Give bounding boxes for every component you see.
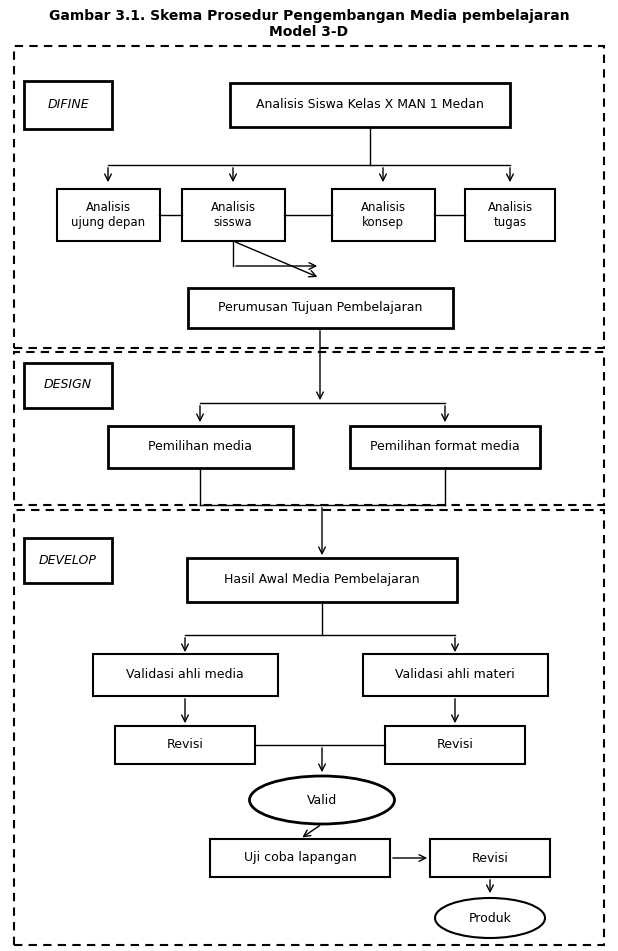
Text: Analisis Siswa Kelas X MAN 1 Medan: Analisis Siswa Kelas X MAN 1 Medan xyxy=(256,99,484,111)
Text: Pemilihan format media: Pemilihan format media xyxy=(370,440,520,454)
Text: Revisi: Revisi xyxy=(436,739,473,751)
FancyBboxPatch shape xyxy=(108,426,292,468)
FancyBboxPatch shape xyxy=(465,189,555,241)
Text: Pemilihan media: Pemilihan media xyxy=(148,440,252,454)
FancyBboxPatch shape xyxy=(363,654,548,696)
FancyBboxPatch shape xyxy=(187,288,452,328)
FancyBboxPatch shape xyxy=(331,189,434,241)
Text: DESIGN: DESIGN xyxy=(44,378,92,392)
Text: Analisis
ujung depan: Analisis ujung depan xyxy=(71,201,145,229)
Bar xyxy=(14,46,604,348)
Bar xyxy=(14,510,604,945)
Text: Valid: Valid xyxy=(307,793,337,806)
FancyBboxPatch shape xyxy=(350,426,540,468)
FancyBboxPatch shape xyxy=(210,839,390,877)
FancyBboxPatch shape xyxy=(385,726,525,764)
Bar xyxy=(14,352,604,505)
FancyBboxPatch shape xyxy=(24,362,112,407)
FancyBboxPatch shape xyxy=(430,839,550,877)
FancyBboxPatch shape xyxy=(56,189,159,241)
Text: Validasi ahli media: Validasi ahli media xyxy=(126,669,244,682)
Text: Produk: Produk xyxy=(468,911,512,924)
Text: Revisi: Revisi xyxy=(472,851,509,864)
Text: Analisis
tugas: Analisis tugas xyxy=(488,201,533,229)
FancyBboxPatch shape xyxy=(187,558,457,602)
FancyBboxPatch shape xyxy=(115,726,255,764)
Ellipse shape xyxy=(435,898,545,938)
Text: Uji coba lapangan: Uji coba lapangan xyxy=(243,851,357,864)
Text: Perumusan Tujuan Pembelajaran: Perumusan Tujuan Pembelajaran xyxy=(218,301,422,315)
FancyBboxPatch shape xyxy=(24,81,112,129)
Text: Gambar 3.1. Skema Prosedur Pengembangan Media pembelajaran: Gambar 3.1. Skema Prosedur Pengembangan … xyxy=(49,9,569,23)
FancyBboxPatch shape xyxy=(93,654,277,696)
Text: DIFINE: DIFINE xyxy=(47,99,89,111)
Text: Revisi: Revisi xyxy=(167,739,203,751)
FancyBboxPatch shape xyxy=(182,189,284,241)
Text: Hasil Awal Media Pembelajaran: Hasil Awal Media Pembelajaran xyxy=(224,573,420,587)
Text: Validasi ahli materi: Validasi ahli materi xyxy=(395,669,515,682)
Text: Model 3-D: Model 3-D xyxy=(269,25,349,39)
Text: DEVELOP: DEVELOP xyxy=(39,553,97,567)
Text: Analisis
sisswa: Analisis sisswa xyxy=(211,201,256,229)
Text: Analisis
konsep: Analisis konsep xyxy=(360,201,405,229)
Ellipse shape xyxy=(250,776,394,824)
FancyBboxPatch shape xyxy=(230,83,510,127)
FancyBboxPatch shape xyxy=(24,537,112,583)
